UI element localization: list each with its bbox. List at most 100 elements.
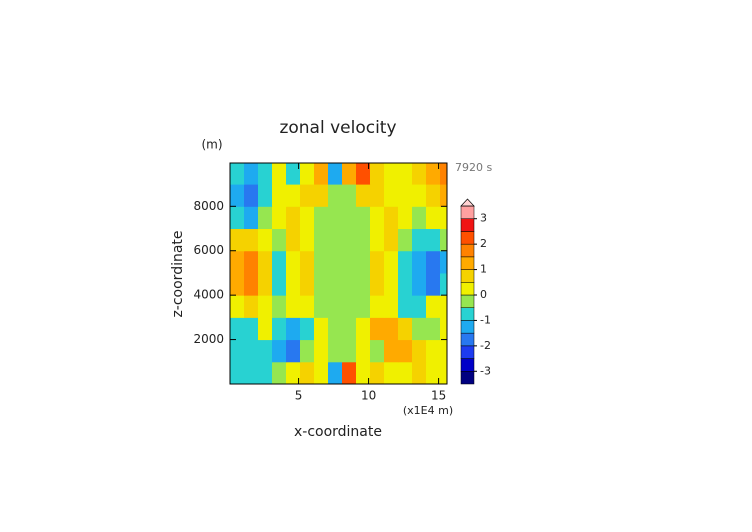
contour-cell	[370, 339, 385, 363]
contour-cell	[272, 339, 287, 363]
contour-cell	[258, 272, 273, 296]
y-label: z-coordinate	[170, 230, 186, 317]
contour-cell	[356, 163, 371, 185]
contour-cell	[398, 295, 413, 318]
contour-cell	[286, 272, 301, 296]
contour-cell	[412, 272, 427, 296]
colorbar-band	[460, 243, 475, 258]
contour-cell	[412, 361, 427, 385]
contour-cell	[272, 317, 287, 341]
contour-cell	[356, 206, 371, 230]
contour-cell	[272, 361, 287, 385]
contour-cell	[398, 250, 413, 274]
contour-cell	[328, 339, 343, 363]
contour-cell	[440, 250, 448, 274]
contour-cell	[258, 163, 273, 185]
contour-cell	[342, 250, 357, 274]
contour-cell	[244, 163, 259, 185]
contour-cell	[244, 250, 259, 274]
colorbar-tick-label: 2	[480, 237, 487, 250]
contour-cell	[314, 163, 329, 185]
contour-cell	[412, 295, 427, 318]
contour-cell	[370, 250, 385, 274]
contour-cell	[426, 272, 441, 296]
contour-cell	[440, 206, 448, 230]
colorbar-tick-label: -3	[480, 364, 491, 377]
contour-cell	[342, 361, 357, 385]
contour-cell	[426, 163, 441, 185]
contour-cell	[314, 339, 329, 363]
contour-cell	[244, 295, 259, 318]
contour-cell	[398, 272, 413, 296]
contour-cell	[370, 184, 385, 207]
contour-cell	[384, 317, 399, 341]
y-unit: (m)	[201, 138, 222, 152]
contour-cell	[426, 250, 441, 274]
y-tick-label: 2000	[193, 332, 224, 346]
time-label: 7920 s	[455, 161, 492, 174]
colorbar-tick-label: 1	[480, 263, 487, 276]
contour-cell	[272, 295, 287, 318]
contour-cell	[286, 339, 301, 363]
contour-cell	[258, 295, 273, 318]
contour-cell	[426, 228, 441, 252]
contour-cell	[230, 317, 245, 341]
contour-cell	[300, 163, 315, 185]
contour-cell	[328, 361, 343, 385]
contour-cell	[398, 361, 413, 385]
contour-cell	[342, 163, 357, 185]
contour-cell	[384, 206, 399, 230]
contour-cell	[426, 295, 441, 318]
contour-cell	[412, 163, 427, 185]
contour-cell	[356, 317, 371, 341]
contour-cell	[412, 317, 427, 341]
contour-cell	[412, 184, 427, 207]
colorbar-band	[460, 345, 475, 359]
x-unit: (x1E4 m)	[403, 404, 453, 417]
x-tick-label: 5	[295, 389, 303, 403]
contour-cell	[426, 317, 441, 341]
chart-title: zonal velocity	[279, 118, 396, 138]
contour-cell	[356, 272, 371, 296]
contour-cell	[384, 361, 399, 385]
contour-cell	[356, 361, 371, 385]
contour-cell	[314, 361, 329, 385]
contour-cell	[440, 184, 448, 207]
contour-cell	[244, 228, 259, 252]
contour-cell	[272, 163, 287, 185]
contour-cell	[412, 250, 427, 274]
contour-cell	[300, 295, 315, 318]
contour-cell	[342, 272, 357, 296]
contour-cell	[314, 184, 329, 207]
contour-cell	[258, 339, 273, 363]
plot-frame	[229, 162, 448, 385]
colorbar-band	[460, 231, 475, 245]
colorbar-band	[460, 218, 475, 232]
contour-cell	[258, 184, 273, 207]
contour-cell	[244, 361, 259, 385]
colorbar-band	[460, 320, 475, 334]
contour-cell	[370, 272, 385, 296]
contour-cell	[328, 184, 343, 207]
contour-cell	[412, 206, 427, 230]
contour-cell	[440, 272, 448, 296]
contour-cell	[300, 184, 315, 207]
colorbar-tick-label: 3	[480, 212, 487, 225]
x-tick-label: 15	[431, 389, 446, 403]
contour-cell	[384, 295, 399, 318]
contour-cell	[230, 163, 245, 185]
contour-cell	[440, 317, 448, 341]
colorbar-band	[460, 332, 475, 347]
contour-cell	[426, 361, 441, 385]
contour-cell	[328, 317, 343, 341]
y-tick-label: 4000	[193, 288, 224, 302]
contour-cell	[356, 250, 371, 274]
contour-cell	[300, 228, 315, 252]
contour-cell	[286, 184, 301, 207]
contour-cell	[300, 206, 315, 230]
contour-cell	[342, 228, 357, 252]
contour-cell	[412, 228, 427, 252]
colorbar-tick-label: -1	[480, 313, 491, 326]
contour-cell	[258, 317, 273, 341]
